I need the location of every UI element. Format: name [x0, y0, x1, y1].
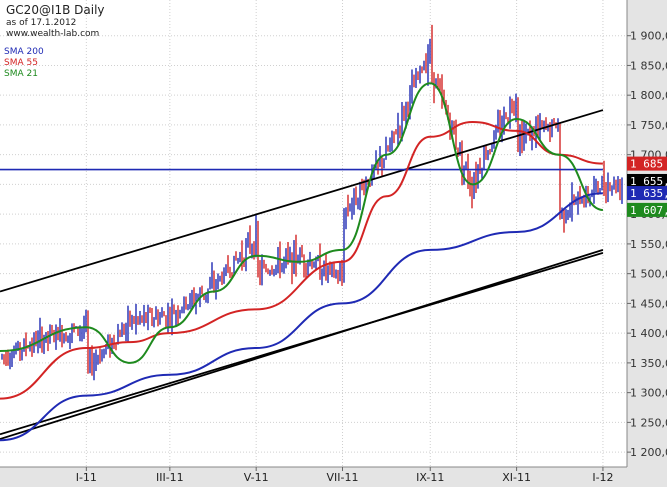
- price-tag-2-label: 1 635,5: [630, 187, 667, 200]
- x-axis-panel: [0, 467, 627, 487]
- y-axis-panel: [627, 0, 667, 487]
- x-tick-label: V-11: [244, 471, 269, 484]
- x-tick-label: III-11: [156, 471, 184, 484]
- grid-lines: [0, 0, 627, 467]
- chart-title: GC20@I1B Daily: [6, 3, 105, 17]
- x-tick-label: VII-11: [327, 471, 359, 484]
- trend-line: [0, 249, 604, 440]
- y-tick-label: 1 400,00: [630, 327, 667, 340]
- moving-averages: [0, 82, 604, 442]
- price-tag-1-label: 1 655,8: [630, 175, 667, 188]
- y-tick-label: 1 450,00: [630, 297, 667, 310]
- sma-line-sma-21: [0, 82, 604, 364]
- price-tag-1-bg: [627, 173, 667, 188]
- y-tick-label: 1 300,00: [630, 387, 667, 400]
- x-tick-label: I-12: [592, 471, 613, 484]
- source-url: www.wealth-lab.com: [6, 29, 99, 39]
- price-tag-3-label: 1 607,2: [630, 204, 667, 217]
- price-tags: 1 685 1 655,81 635,5 1 607,2: [627, 156, 667, 217]
- as-of-date: as of 17.1.2012: [6, 18, 76, 28]
- legend-sma-200: SMA 200: [4, 47, 44, 57]
- legend-sma-55: SMA 55: [4, 58, 38, 68]
- y-tick-label: 1 550,00: [630, 238, 667, 251]
- x-tick-label: IX-11: [416, 471, 444, 484]
- x-tick-label: XI-11: [502, 471, 531, 484]
- legend-sma-21: SMA 21: [4, 69, 38, 79]
- y-tick-label: 1 750,00: [630, 119, 667, 132]
- y-tick-label: 1 250,00: [630, 416, 667, 429]
- price-tag-2-bg: [627, 186, 667, 201]
- x-tick-label: I-11: [76, 471, 97, 484]
- x-axis-ticks: I-11 III-11 V-11 VII-11 IX-11 XI-11 I-12: [76, 467, 614, 484]
- price-tag-0-label: 1 685: [630, 158, 663, 171]
- y-tick-label: 1 350,00: [630, 357, 667, 370]
- sma-line-sma-55: [0, 120, 603, 400]
- y-tick-label: 1 800,00: [630, 89, 667, 102]
- price-bars: [1, 24, 623, 381]
- plot-background: [0, 0, 627, 467]
- trend-lines: [0, 109, 604, 440]
- y-axis-ticks: 1 200,00 1 250,00 1 300,00 1 350,00 1 400,00…: [627, 30, 667, 459]
- y-tick-label: 1 500,00: [630, 268, 667, 281]
- trend-line: [0, 109, 604, 293]
- y-tick-label: 1 200,00: [630, 446, 667, 459]
- price-tag-0-bg: [627, 156, 667, 171]
- sma-line-sma-200: [0, 192, 603, 442]
- price-tag-3-bg: [627, 202, 667, 217]
- y-tick-label: 1 850,00: [630, 59, 667, 72]
- y-tick-label: 1 900,00: [630, 30, 667, 43]
